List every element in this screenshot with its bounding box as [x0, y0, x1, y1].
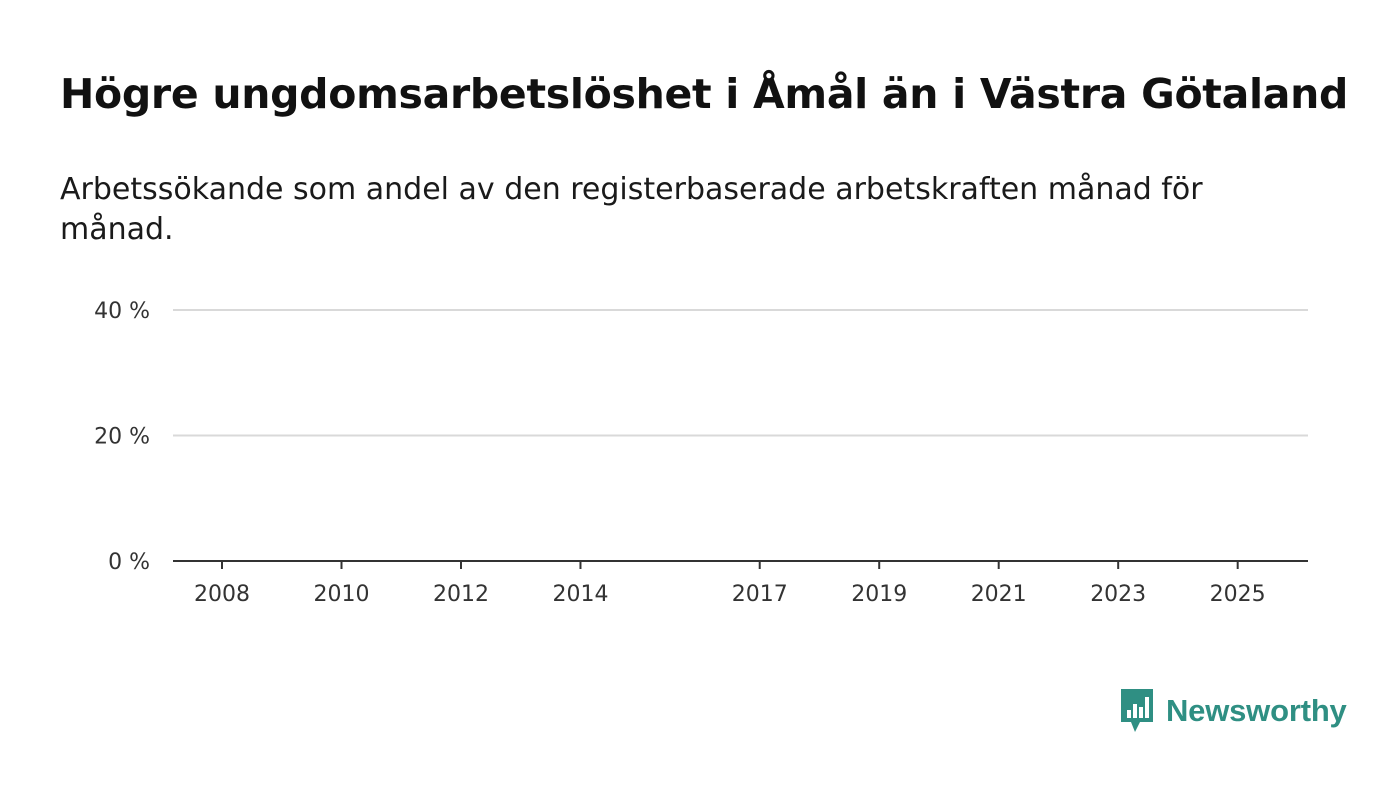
x-tick-label: 2008: [194, 582, 250, 607]
y-tick-label: 20 %: [94, 425, 150, 450]
x-tick-label: 2023: [1090, 582, 1146, 607]
y-tick-label: 0 %: [108, 550, 150, 575]
chart-title: Högre ungdomsarbetslöshet i Åmål än i Vä…: [60, 70, 1349, 118]
x-tick-label: 2021: [971, 582, 1027, 607]
y-tick-label: 40 %: [94, 299, 150, 324]
x-tick-label: 2019: [851, 582, 907, 607]
x-tick-label: 2025: [1210, 582, 1266, 607]
newsworthy-logo[interactable]: Newsworthy: [1118, 686, 1347, 736]
chart-subtitle: Arbetssökande som andel av den registerb…: [60, 172, 1203, 247]
x-tick-label: 2014: [552, 582, 608, 607]
bar-chart-speech-bubble-icon: [1121, 689, 1153, 732]
brand-name: Newsworthy: [1166, 693, 1347, 728]
x-tick-label: 2017: [732, 582, 788, 607]
x-tick-label: 2012: [433, 582, 489, 607]
x-tick-label: 2010: [313, 582, 369, 607]
